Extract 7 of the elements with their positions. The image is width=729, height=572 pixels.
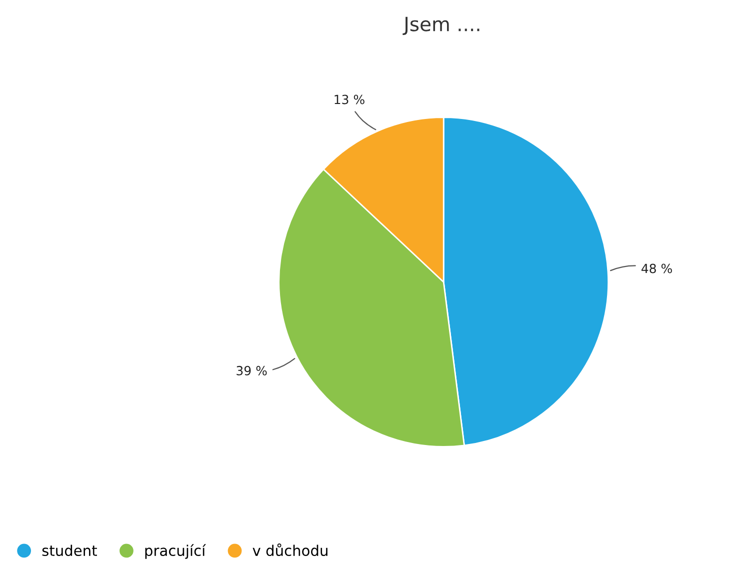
data-label: 13 %: [334, 94, 364, 104]
data-label: 39 %: [236, 366, 267, 376]
legend-label: student: [42, 544, 97, 556]
legend-label: v důchodu: [252, 543, 328, 556]
legend-label: pracující: [145, 544, 206, 559]
data-label: 48 %: [642, 264, 672, 274]
chart-title: Jsem ....: [402, 16, 480, 35]
